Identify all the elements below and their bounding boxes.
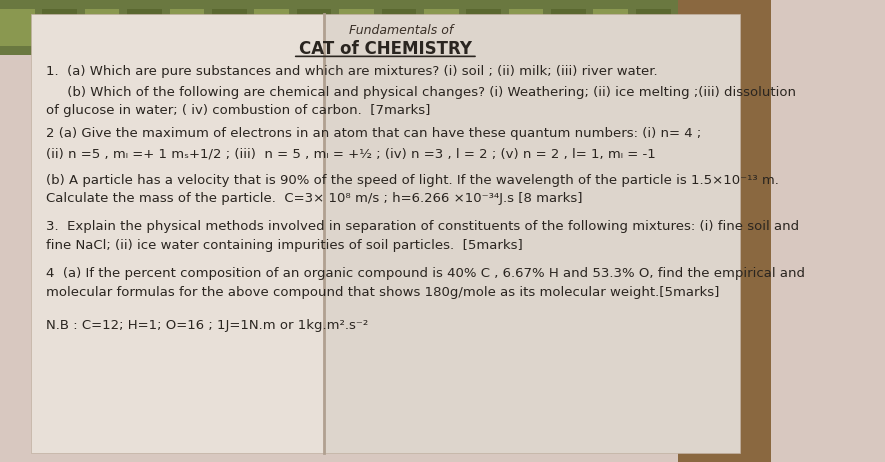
FancyBboxPatch shape: [805, 9, 840, 46]
FancyBboxPatch shape: [212, 9, 247, 46]
FancyBboxPatch shape: [324, 14, 740, 453]
FancyBboxPatch shape: [678, 0, 771, 462]
FancyBboxPatch shape: [296, 9, 331, 46]
Text: CAT of CHEMISTRY: CAT of CHEMISTRY: [299, 40, 472, 57]
FancyBboxPatch shape: [31, 14, 324, 453]
FancyBboxPatch shape: [339, 9, 373, 46]
Text: Calculate the mass of the particle.  C=3× 10⁸ m/s ; h=6.266 ×10⁻³⁴J.s [8 marks]: Calculate the mass of the particle. C=3×…: [46, 192, 582, 205]
FancyBboxPatch shape: [254, 9, 289, 46]
FancyBboxPatch shape: [678, 9, 713, 46]
Text: N.B : C=12; H=1; O=16 ; 1J=1N.m or 1kg.m².s⁻²: N.B : C=12; H=1; O=16 ; 1J=1N.m or 1kg.m…: [46, 319, 368, 332]
Text: (ii) n =5 , mₗ =+ 1 mₛ+1/2 ; (iii)  n = 5 , mₗ = +½ ; (iv) n =3 , l = 2 ; (v) n : (ii) n =5 , mₗ =+ 1 mₛ+1/2 ; (iii) n = 5…: [46, 148, 656, 161]
Text: 4  (a) If the percent composition of an organic compound is 40% C , 6.67% H and : 4 (a) If the percent composition of an o…: [46, 267, 805, 280]
FancyBboxPatch shape: [170, 9, 204, 46]
FancyBboxPatch shape: [551, 9, 586, 46]
Text: fine NaCl; (ii) ice water containing impurities of soil particles.  [5marks]: fine NaCl; (ii) ice water containing imp…: [46, 239, 523, 252]
Text: (b) A particle has a velocity that is 90% of the speed of light. If the waveleng: (b) A particle has a velocity that is 90…: [46, 174, 779, 187]
FancyBboxPatch shape: [635, 9, 671, 46]
FancyBboxPatch shape: [85, 9, 119, 46]
Text: 2 (a) Give the maximum of electrons in an atom that can have these quantum numbe: 2 (a) Give the maximum of electrons in a…: [46, 128, 702, 140]
FancyBboxPatch shape: [466, 9, 501, 46]
Text: (b) Which of the following are chemical and physical changes? (i) Weathering; (i: (b) Which of the following are chemical …: [46, 86, 796, 99]
FancyBboxPatch shape: [763, 9, 797, 46]
FancyBboxPatch shape: [42, 9, 77, 46]
FancyBboxPatch shape: [594, 9, 628, 46]
FancyBboxPatch shape: [0, 9, 35, 46]
Text: of glucose in water; ( iv) combustion of carbon.  [7marks]: of glucose in water; ( iv) combustion of…: [46, 104, 431, 117]
FancyBboxPatch shape: [0, 0, 771, 55]
Text: Fundamentals of: Fundamentals of: [349, 24, 453, 36]
Text: molecular formulas for the above compound that shows 180g/mole as its molecular : molecular formulas for the above compoun…: [46, 286, 720, 299]
Text: 3.  Explain the physical methods involved in separation of constituents of the f: 3. Explain the physical methods involved…: [46, 220, 799, 233]
FancyBboxPatch shape: [720, 9, 755, 46]
FancyBboxPatch shape: [127, 9, 162, 46]
Text: 1.  (a) Which are pure substances and which are mixtures? (i) soil ; (ii) milk; : 1. (a) Which are pure substances and whi…: [46, 65, 658, 78]
FancyBboxPatch shape: [509, 9, 543, 46]
FancyBboxPatch shape: [424, 9, 458, 46]
FancyBboxPatch shape: [381, 9, 416, 46]
